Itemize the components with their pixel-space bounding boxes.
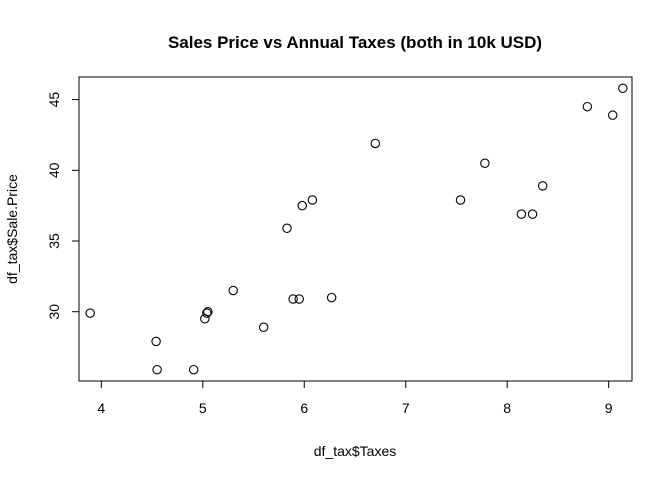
x-axis: 4 5 6 7 8 9	[97, 380, 613, 416]
x-tick-label: 4	[97, 400, 105, 416]
data-point	[152, 364, 162, 375]
x-tick-label: 5	[199, 400, 207, 416]
data-point	[582, 101, 593, 112]
data-point	[294, 294, 304, 304]
x-tick-label: 9	[605, 400, 613, 416]
data-point	[516, 209, 527, 219]
y-tick-label: 45	[46, 92, 62, 108]
data-point	[455, 195, 466, 205]
data-point	[326, 292, 337, 303]
data-point	[537, 181, 548, 191]
data-point	[151, 336, 161, 347]
chart-title: Sales Price vs Annual Taxes (both in 10k…	[168, 33, 542, 52]
data-point	[480, 158, 490, 169]
data-point	[370, 138, 381, 149]
data-point	[282, 223, 292, 234]
data-point	[188, 364, 199, 375]
data-point	[85, 308, 95, 318]
data-point	[202, 308, 212, 318]
plot-frame	[78, 76, 633, 382]
x-tick-label: 8	[503, 400, 511, 416]
data-point	[607, 110, 618, 120]
y-axis-label: df_tax$Sale.Price	[4, 174, 20, 284]
x-tick-label: 6	[300, 400, 308, 416]
y-axis: 30 35 40 45	[46, 92, 80, 320]
data-point	[228, 285, 238, 296]
data-point	[288, 294, 298, 304]
data-points	[85, 83, 628, 375]
data-point	[527, 209, 538, 219]
data-point	[618, 83, 628, 94]
data-point	[297, 200, 307, 211]
data-point	[258, 322, 269, 333]
data-point	[307, 195, 318, 205]
y-tick-label: 35	[46, 233, 62, 249]
y-tick-label: 30	[46, 304, 62, 320]
x-axis-label: df_tax$Taxes	[314, 443, 397, 459]
x-tick-label: 7	[402, 400, 410, 416]
y-tick-label: 40	[46, 162, 62, 178]
data-point	[203, 306, 213, 317]
